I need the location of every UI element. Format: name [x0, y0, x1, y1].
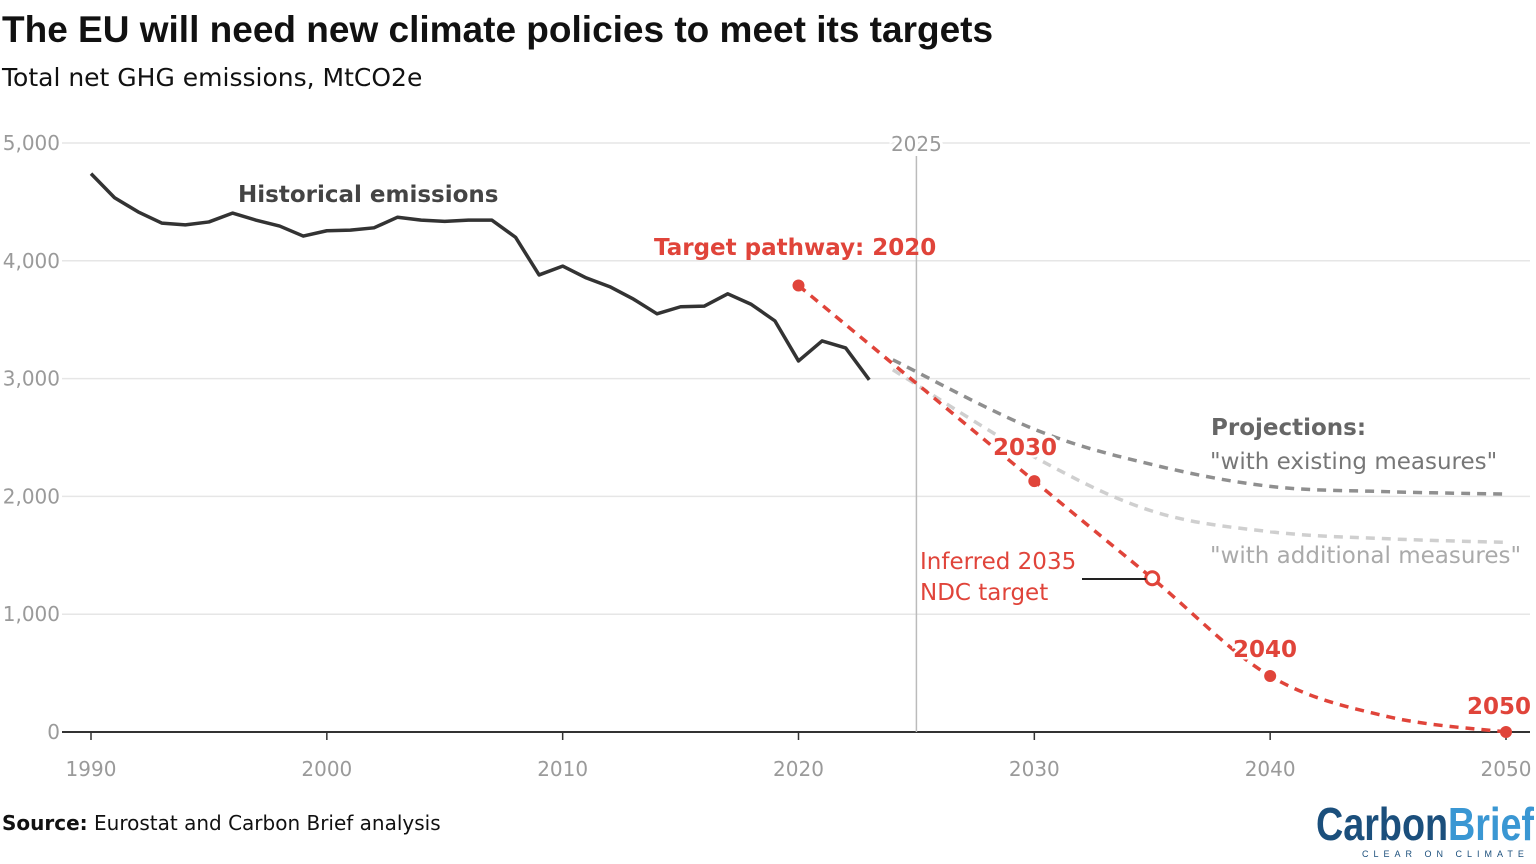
label-wem: "with existing measures" — [1210, 449, 1497, 475]
series-with-additional-measures — [891, 368, 1507, 545]
marker-2035 — [1144, 570, 1161, 587]
x-tick-label: 1990 — [66, 757, 117, 781]
x-tick-label: 2020 — [773, 757, 824, 781]
gridlines: 2025 — [62, 129, 1530, 733]
label-2050: 2050 — [1467, 694, 1531, 720]
x-tick-label: 2040 — [1245, 757, 1296, 781]
y-axis-ticks: 0 1,000 2,000 3,000 4,000 5,000 — [3, 131, 60, 744]
marker-2020 — [792, 279, 805, 292]
label-2030: 2030 — [993, 435, 1057, 461]
marker-2030 — [1028, 475, 1041, 488]
y-tick-label: 1,000 — [3, 602, 60, 626]
marker-2040 — [1264, 670, 1277, 683]
x-tick-label: 2000 — [301, 757, 352, 781]
y-tick-label: 3,000 — [3, 367, 60, 391]
y-tick-label: 2,000 — [3, 484, 60, 508]
marker-2050 — [1500, 726, 1512, 738]
source-label: Source: — [2, 811, 88, 835]
label-wam: "with additional measures" — [1210, 543, 1521, 569]
x-tick-label: 2050 — [1481, 757, 1532, 781]
label-2040: 2040 — [1233, 637, 1297, 663]
logo-tagline: CLEAR ON CLIMATE — [1362, 849, 1529, 859]
y-tick-label: 4,000 — [3, 249, 60, 273]
chart-title: The EU will need new climate policies to… — [2, 9, 993, 50]
target-markers — [792, 279, 1512, 738]
label-ndc-line1: Inferred 2035 — [920, 549, 1076, 575]
reference-line-label: 2025 — [891, 132, 942, 156]
y-tick-label: 0 — [47, 720, 60, 744]
label-projections: Projections: — [1211, 415, 1366, 441]
chart-subtitle: Total net GHG emissions, MtCO2e — [1, 63, 422, 92]
series-historical — [89, 172, 871, 381]
y-tick-label: 5,000 — [3, 131, 60, 155]
label-ndc-line2: NDC target — [920, 580, 1048, 606]
source-note: Source: Eurostat and Carbon Brief analys… — [2, 811, 441, 835]
series-with-existing-measures — [892, 358, 1507, 496]
series-target-pathway — [797, 284, 1507, 734]
x-axis-ticks: 1990 2000 2010 2020 2030 2040 2050 — [66, 732, 1532, 781]
series-lines — [89, 172, 1507, 734]
source-text: Eurostat and Carbon Brief analysis — [88, 811, 441, 835]
x-tick-label: 2030 — [1009, 757, 1060, 781]
label-historical: Historical emissions — [238, 182, 498, 208]
x-tick-label: 2010 — [537, 757, 588, 781]
label-target-pathway: Target pathway: 2020 — [654, 235, 936, 261]
